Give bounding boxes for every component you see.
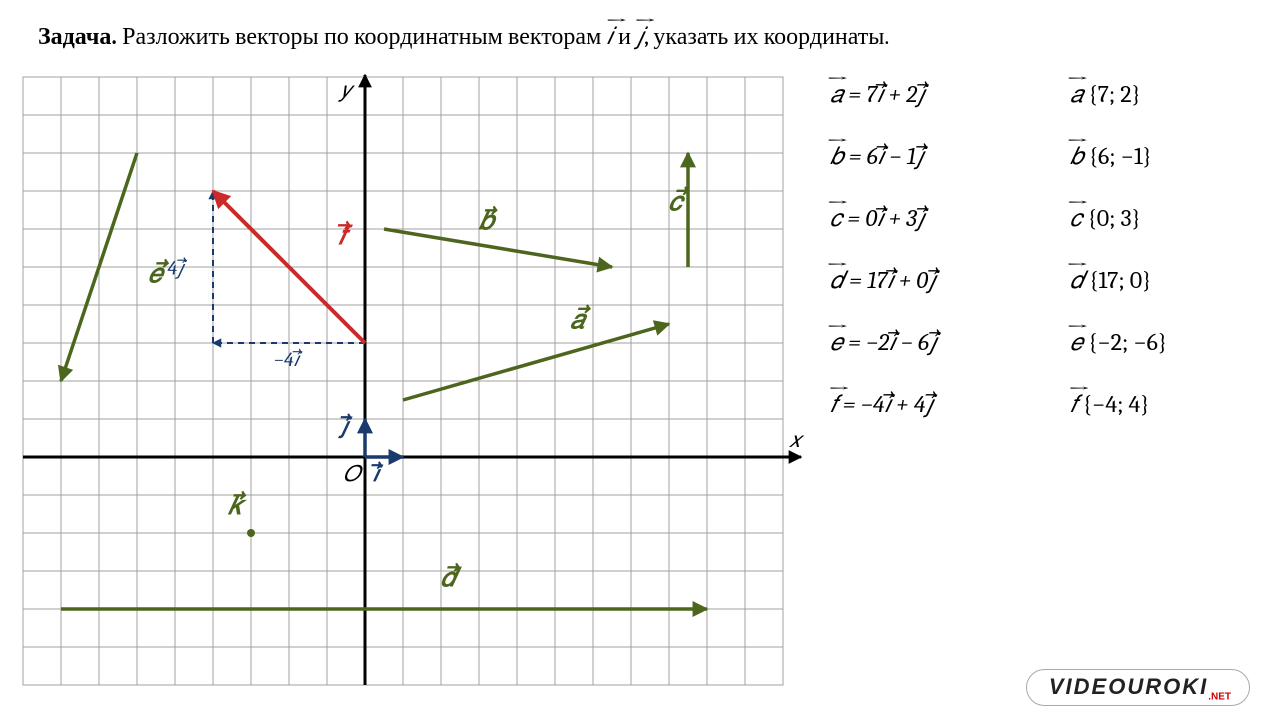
result-expression: 𝑐 = 0𝑖⃗ + 3𝑗⃗ <box>830 204 1070 232</box>
results-list: 𝑎 = 7𝑖⃗ + 2𝑗⃗𝑎 {7; 2} 𝑏 = 6𝑖⃗ − 1𝑗⃗𝑏 {6; … <box>830 80 1270 452</box>
result-expression: 𝑓 = −4𝑖⃗ + 4𝑗⃗ <box>830 390 1070 418</box>
result-coord: 𝑎 {7; 2} <box>1070 80 1250 108</box>
watermark-sub: .NET <box>1208 691 1231 702</box>
result-expression: 𝑏 = 6𝑖⃗ − 1𝑗⃗ <box>830 142 1070 170</box>
svg-text:𝑎⃗: 𝑎⃗ <box>570 303 592 334</box>
result-coord: 𝑏 {6; −1} <box>1070 142 1250 170</box>
svg-text:𝑗⃗: 𝑗⃗ <box>338 413 353 439</box>
problem-statement: Задача. Разложить векторы по координатны… <box>38 22 889 51</box>
svg-text:4𝑗⃗: 4𝑗⃗ <box>167 257 187 280</box>
result-expression: 𝑒 = −2𝑖⃗ − 6𝑗⃗ <box>830 328 1070 356</box>
svg-text:𝑦: 𝑦 <box>338 77 355 103</box>
svg-text:𝑥: 𝑥 <box>789 427 805 453</box>
result-row: 𝑎 = 7𝑖⃗ + 2𝑗⃗𝑎 {7; 2} <box>830 80 1270 108</box>
result-row: 𝑏 = 6𝑖⃗ − 1𝑗⃗𝑏 {6; −1} <box>830 142 1270 170</box>
result-coord: 𝑒 {−2; −6} <box>1070 328 1250 356</box>
result-row: 𝑑 = 17𝑖⃗ + 0𝑗⃗𝑑 {17; 0} <box>830 266 1270 294</box>
svg-text:𝑏⃗: 𝑏⃗ <box>478 205 499 236</box>
result-expression: 𝑎 = 7𝑖⃗ + 2𝑗⃗ <box>830 80 1070 108</box>
coordinate-grid: 𝑥𝑦𝑂𝑖⃗𝑗⃗−4𝑖⃗4𝑗⃗𝑎⃗𝑏⃗𝑐⃗𝑑⃗𝑒⃗𝑓⃗𝑘⃗ <box>18 72 808 690</box>
svg-text:𝑂: 𝑂 <box>343 461 363 487</box>
result-coord: 𝑑 {17; 0} <box>1070 266 1250 294</box>
svg-text:𝑑⃗: 𝑑⃗ <box>441 562 462 593</box>
result-row: 𝑐 = 0𝑖⃗ + 3𝑗⃗𝑐 {0; 3} <box>830 204 1270 232</box>
result-coord: 𝑐 {0; 3} <box>1070 204 1250 232</box>
result-row: 𝑒 = −2𝑖⃗ − 6𝑗⃗𝑒 {−2; −6} <box>830 328 1270 356</box>
svg-text:𝑖⃗: 𝑖⃗ <box>371 461 384 487</box>
problem-label: Задача. <box>38 22 117 50</box>
result-coord: 𝑓 {−4; 4} <box>1070 390 1250 418</box>
result-row: 𝑓 = −4𝑖⃗ + 4𝑗⃗𝑓 {−4; 4} <box>830 390 1270 418</box>
watermark-main: VIDEOUROKI <box>1049 674 1208 699</box>
watermark-badge: VIDEOUROKI.NET <box>1026 669 1250 706</box>
svg-text:−4𝑖⃗: −4𝑖⃗ <box>274 348 303 371</box>
result-expression: 𝑑 = 17𝑖⃗ + 0𝑗⃗ <box>830 266 1070 294</box>
svg-text:𝑓⃗: 𝑓⃗ <box>337 220 353 251</box>
